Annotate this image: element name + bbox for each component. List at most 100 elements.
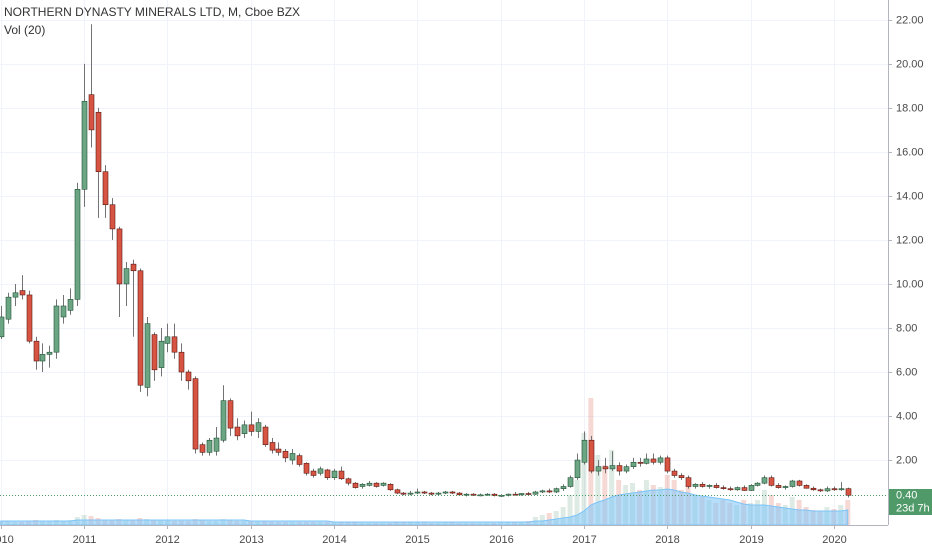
candle-body: [0, 316, 5, 338]
volume-bar: [546, 513, 552, 525]
y-tick-label: 22.00: [896, 14, 924, 26]
candle-body: [838, 488, 845, 491]
candle-body: [803, 485, 810, 489]
candle-body: [553, 488, 560, 493]
candle-body: [262, 426, 269, 445]
volume-bar: [539, 515, 545, 525]
candle-body: [588, 439, 595, 472]
candle-body: [789, 480, 796, 487]
volume-bar: [609, 450, 615, 525]
candle-body: [810, 487, 817, 491]
candle-body: [331, 470, 338, 478]
candle-body: [643, 458, 650, 464]
candle-body: [768, 477, 775, 486]
candle-body: [692, 483, 699, 487]
candle-body: [616, 465, 623, 472]
candle-body: [657, 457, 664, 463]
candle-body: [241, 424, 248, 434]
candle-body: [734, 487, 741, 491]
candle-body: [491, 493, 498, 497]
candle-body: [248, 424, 255, 432]
candle-body: [123, 268, 130, 285]
candle-body: [796, 480, 803, 486]
y-tick-label: 10.00: [896, 278, 924, 290]
candle-body: [602, 466, 609, 470]
x-tick-label: 2017: [572, 534, 596, 546]
candle-body: [289, 453, 296, 461]
candle-body: [5, 296, 12, 320]
candle-body: [713, 485, 720, 488]
x-tick-label: 2019: [739, 534, 763, 546]
volume-bar: [595, 455, 601, 525]
last-price-label: 0.40: [896, 489, 917, 501]
candle-body: [33, 340, 40, 362]
candle-body: [505, 493, 512, 496]
price-pane: [0, 24, 888, 498]
candle-body: [178, 351, 185, 373]
volume-bar: [560, 507, 566, 525]
candle-body: [95, 111, 102, 172]
x-tick-label: 2014: [322, 534, 346, 546]
candle-body: [539, 490, 546, 493]
candle-body: [352, 482, 359, 488]
candle-body: [275, 448, 282, 453]
volume-bar: [567, 495, 573, 525]
candle-body: [39, 354, 46, 362]
candle-body: [532, 491, 539, 495]
candle-body: [269, 442, 276, 451]
candle-body: [761, 477, 768, 484]
candle-body: [650, 458, 657, 463]
candle-body: [630, 461, 637, 467]
candle-body: [345, 478, 352, 484]
candle-body: [338, 470, 345, 480]
candle-body: [255, 422, 262, 432]
candle-body: [88, 94, 95, 131]
candle-body: [421, 491, 428, 494]
volume-bar: [581, 433, 587, 525]
y-tick-label: 18.00: [896, 102, 924, 114]
axes: 2.00 4.00 6.00 8.00 10.00 12.00 14.00 16.00 18.0…: [0, 14, 932, 546]
candle-body: [595, 466, 602, 472]
candle-body: [567, 477, 574, 487]
candle-body: [158, 340, 165, 368]
candle-body: [664, 457, 671, 472]
candle-body: [116, 228, 123, 285]
candle-body: [414, 491, 421, 494]
candle-body: [81, 100, 88, 190]
y-tick-label: 6.00: [896, 366, 917, 378]
countdown-box: [889, 502, 932, 515]
candle-body: [185, 371, 192, 382]
candle-body: [130, 263, 137, 272]
candle-body: [754, 482, 761, 486]
candle-body: [220, 400, 227, 441]
candle-body: [74, 189, 81, 300]
candle-body: [164, 336, 171, 344]
candle-body: [560, 486, 567, 489]
candle-body: [518, 493, 525, 496]
candle-body: [671, 470, 678, 476]
candle-body: [317, 468, 324, 474]
candle-body: [137, 270, 144, 386]
candle-body: [282, 450, 289, 459]
candle-body: [525, 493, 532, 495]
candle-body: [206, 439, 213, 453]
candle-body: [470, 493, 477, 496]
candle-body: [373, 482, 380, 487]
volume-ma-area: [0, 488, 849, 525]
candle-body: [400, 492, 407, 495]
last-price-box: [889, 489, 932, 502]
candle-body: [727, 488, 734, 491]
y-tick-label: 8.00: [896, 322, 917, 334]
candle-body: [109, 204, 116, 230]
candle-body: [484, 493, 491, 496]
candle-body: [685, 477, 692, 487]
candle-body: [234, 426, 241, 437]
candle-body: [428, 492, 435, 495]
candle-body: [748, 485, 755, 491]
candle-body: [213, 437, 220, 452]
candle-body: [171, 336, 178, 353]
candle-body: [741, 487, 748, 491]
